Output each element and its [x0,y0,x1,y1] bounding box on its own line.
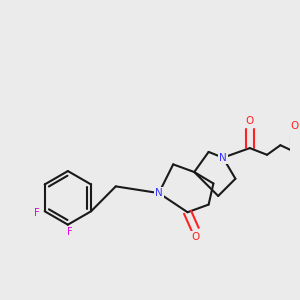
Text: N: N [155,188,163,198]
Text: O: O [246,116,254,126]
Text: F: F [67,227,73,237]
Text: O: O [291,121,299,131]
Text: N: N [219,153,227,163]
Text: O: O [191,232,199,242]
Text: F: F [34,208,40,218]
